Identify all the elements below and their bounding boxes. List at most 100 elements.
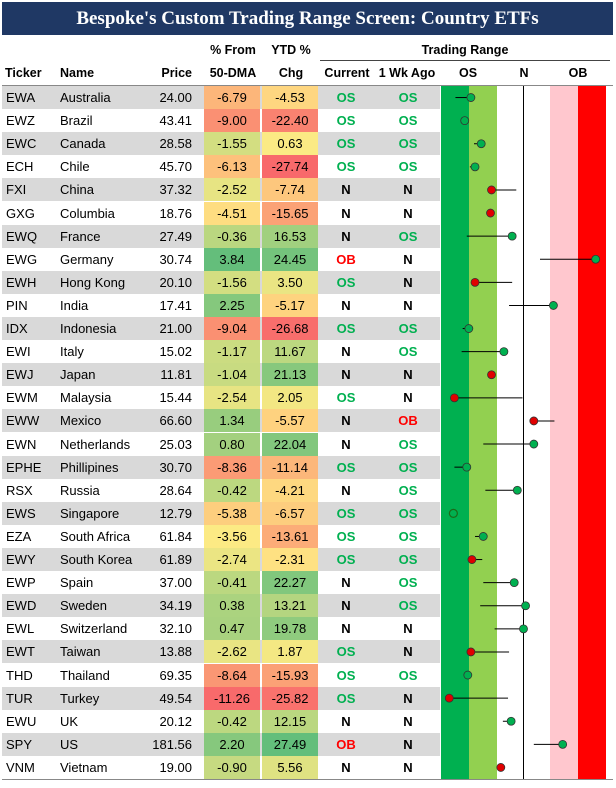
header-pct-from-line1: % From	[210, 43, 256, 57]
table-row: EWQ France 27.49 -0.36 16.53 N OS	[0, 224, 616, 248]
ticker-cell: EWD	[6, 598, 37, 614]
week-ago-status-cell: N	[403, 690, 413, 706]
country-name-cell: Taiwan	[60, 644, 101, 660]
table-row: EWS Singapore 12.79 -5.38 -6.57 OS OS	[0, 501, 616, 525]
table-row: EWG Germany 30.74 3.84 24.45 OB N	[0, 247, 616, 271]
current-status-cell: OS	[336, 390, 356, 406]
range-position-dot	[487, 370, 496, 380]
country-name-cell: Hong Kong	[60, 274, 126, 290]
week-ago-status-cell: N	[403, 251, 413, 267]
current-status-cell: N	[341, 759, 351, 775]
price-cell: 45.70	[159, 159, 192, 175]
pct-from-50dma-cell: 3.84	[204, 247, 260, 271]
range-position-dot	[512, 485, 522, 495]
range-position-dot	[558, 739, 568, 749]
pct-from-50dma-cell: -8.64	[204, 663, 260, 687]
current-status-cell: OS	[336, 528, 356, 544]
range-position-dot	[486, 208, 495, 218]
pct-from-50dma-cell: -2.74	[204, 548, 260, 572]
table-row: SPY US 181.56 2.20 27.49 OB N	[0, 732, 616, 756]
table-row: FXI China 37.32 -2.52 -7.74 N N	[0, 178, 616, 202]
current-status-cell: N	[341, 436, 351, 452]
price-cell: 27.49	[159, 228, 192, 244]
current-status-cell: OS	[336, 159, 356, 175]
week-ago-status-cell: OS	[398, 598, 418, 614]
week-ago-status-cell: N	[403, 736, 413, 752]
ticker-cell: EWI	[6, 344, 31, 360]
ticker-cell: EWP	[6, 575, 36, 591]
ytd-change-cell: -13.61	[262, 524, 318, 548]
range-position-dot	[529, 439, 539, 449]
table-row: EWC Canada 28.58 -1.55 0.63 OS OS	[0, 132, 616, 156]
current-status-cell: N	[341, 598, 351, 614]
ytd-change-cell: 24.45	[262, 247, 318, 271]
table-row: EWP Spain 37.00 -0.41 22.27 N OS	[0, 571, 616, 595]
ytd-change-cell: 11.67	[262, 340, 318, 364]
zone-os-light	[469, 86, 497, 779]
price-cell: 37.00	[159, 575, 192, 591]
current-status-cell: OS	[336, 321, 356, 336]
current-status-cell: N	[341, 205, 351, 221]
ytd-change-cell: -4.53	[262, 86, 318, 110]
pct-from-50dma-cell: -6.13	[204, 155, 260, 179]
ytd-change-cell: -15.65	[262, 201, 318, 225]
range-position-dot	[464, 324, 474, 333]
ticker-cell: EWT	[6, 644, 35, 660]
range-position-dot	[466, 647, 476, 657]
ytd-change-cell: -5.57	[262, 409, 318, 433]
current-status-cell: OB	[336, 736, 356, 752]
ytd-change-cell: 13.21	[262, 594, 318, 618]
ytd-change-cell: 22.27	[262, 571, 318, 595]
pct-from-50dma-cell: -9.00	[204, 109, 260, 133]
ytd-change-cell: 3.50	[262, 270, 318, 294]
header-trading-range: Trading Range	[421, 43, 509, 57]
week-ago-status-cell: N	[403, 274, 413, 290]
pct-from-50dma-cell: 0.47	[204, 617, 260, 641]
range-position-dot	[466, 93, 476, 102]
price-cell: 18.76	[159, 205, 192, 221]
header-ticker: Ticker	[5, 66, 42, 80]
ytd-change-cell: -2.31	[262, 548, 318, 572]
week-ago-status-cell: N	[403, 182, 413, 198]
ticker-cell: FXI	[6, 182, 27, 198]
ytd-change-cell: 27.49	[262, 732, 318, 756]
price-cell: 28.64	[159, 482, 192, 498]
header-ytd-line2: Chg	[278, 66, 304, 80]
pct-from-50dma-cell: 0.80	[204, 432, 260, 456]
ytd-change-cell: -27.74	[262, 155, 318, 179]
pct-from-50dma-cell: -2.54	[204, 386, 260, 410]
table-row: EWI Italy 15.02 -1.17 11.67 N OS	[0, 340, 616, 364]
table-row: TUR Turkey 49.54 -11.26 -25.82 OS N	[0, 686, 616, 710]
range-position-dot	[507, 231, 517, 241]
current-status-cell: N	[341, 482, 351, 498]
country-name-cell: Singapore	[60, 505, 120, 521]
week-ago-status-cell: OS	[398, 552, 418, 567]
week-ago-status-cell: OS	[398, 436, 418, 452]
country-name-cell: South Korea	[60, 552, 133, 567]
ytd-change-cell: -25.82	[262, 686, 318, 710]
week-ago-status-cell: N	[403, 390, 413, 406]
country-name-cell: Australia	[60, 90, 111, 105]
range-position-dot	[462, 462, 472, 472]
ytd-change-cell: 22.04	[262, 432, 318, 456]
header-divider	[2, 85, 613, 86]
country-name-cell: Japan	[60, 367, 96, 383]
pct-from-50dma-cell: -1.55	[204, 132, 260, 156]
pct-from-50dma-cell: 1.34	[204, 409, 260, 433]
header-n: N	[519, 66, 529, 80]
country-name-cell: Mexico	[60, 413, 102, 429]
zone-ob-strong	[578, 86, 606, 779]
country-name-cell: Indonesia	[60, 321, 117, 336]
country-name-cell: Germany	[60, 251, 114, 267]
country-name-cell: US	[60, 736, 79, 752]
table-row: RSX Russia 28.64 -0.42 -4.21 N OS	[0, 478, 616, 502]
header-wk-ago: 1 Wk Ago	[378, 66, 436, 80]
ytd-change-cell: 16.53	[262, 224, 318, 248]
pct-from-50dma-cell: -1.04	[204, 363, 260, 387]
week-ago-status-cell: N	[403, 644, 413, 660]
range-position-dot	[467, 555, 477, 564]
range-position-dot	[521, 601, 530, 611]
week-ago-status-cell: OS	[398, 113, 418, 129]
table-row: EWZ Brazil 43.41 -9.00 -22.40 OS OS	[0, 109, 616, 133]
country-name-cell: Thailand	[60, 667, 110, 683]
